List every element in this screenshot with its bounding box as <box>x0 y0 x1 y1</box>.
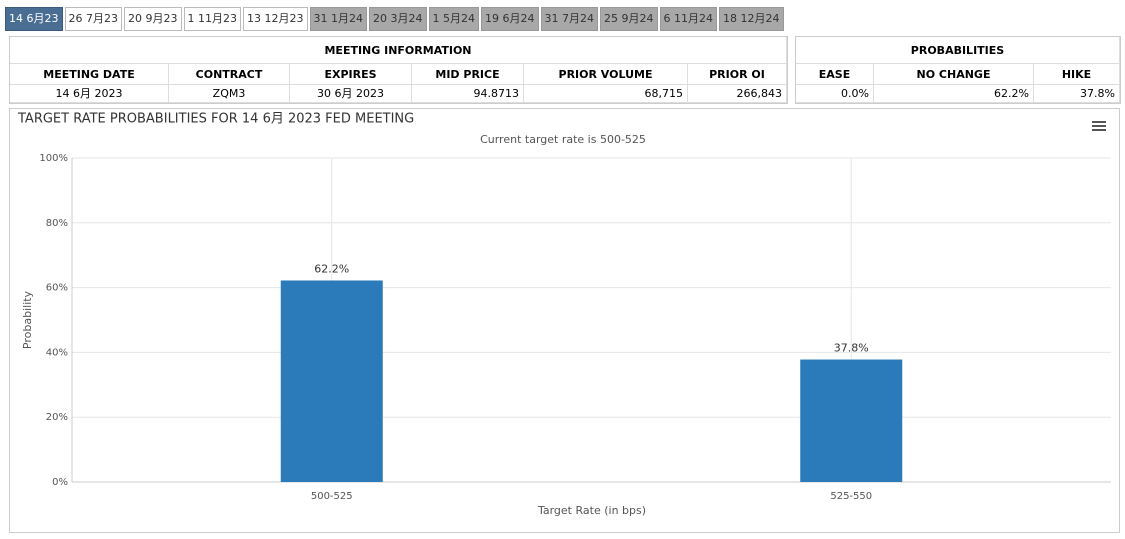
tab: 31 1月24 <box>309 7 367 31</box>
meeting-info-table: MEETING INFORMATION MEETING DATE 14 6月 202… <box>9 36 788 104</box>
bar <box>800 359 903 482</box>
y-tick-label: 60% <box>46 283 68 294</box>
tab[interactable]: 20 9月23 <box>124 7 182 31</box>
tab: 20 3月24 <box>369 7 427 31</box>
tab-bar: 14 6月23 26 7月23 20 9月23 1 11月23 13 12月23 31 1… <box>5 7 784 31</box>
y-tick-label: 40% <box>46 347 68 358</box>
menu-icon[interactable] <box>1092 121 1106 131</box>
table-cell: ZQM3 <box>169 85 290 103</box>
column-header: EXPIRES <box>290 64 412 85</box>
tab[interactable]: 14 6月23 <box>5 7 63 31</box>
table-cell: 37.8% <box>1034 85 1120 103</box>
table-cell: 266,843 <box>688 85 787 103</box>
table-cell: 14 6月 2023 <box>10 85 169 103</box>
table-cell: 62.2% <box>874 85 1034 103</box>
column-header: NO CHANGE <box>874 64 1034 85</box>
y-tick-label: 20% <box>46 412 68 423</box>
table-title: PROBABILITIES <box>796 37 1120 64</box>
tab[interactable]: 13 12月23 <box>243 7 308 31</box>
data-label: 37.8% <box>834 342 869 355</box>
y-tick-label: 80% <box>46 218 68 229</box>
chart-subtitle: Current target rate is 500-525 <box>480 133 646 146</box>
x-tick-label: 500-525 <box>311 491 353 502</box>
tab: 19 6月24 <box>481 7 539 31</box>
y-axis-label: Probability <box>21 290 34 349</box>
column-header: EASE <box>796 64 874 85</box>
table-cell: 30 6月 2023 <box>290 85 412 103</box>
column-header: MID PRICE <box>412 64 524 85</box>
tab[interactable]: 26 7月23 <box>64 7 122 31</box>
tab: 25 9月24 <box>600 7 658 31</box>
table-cell: 0.0% <box>796 85 874 103</box>
tab: 31 7月24 <box>540 7 598 31</box>
column-header: CONTRACT <box>169 64 290 85</box>
chart-title: TARGET RATE PROBABILITIES FOR 14 6月 2023… <box>17 112 414 127</box>
x-tick-label: 525-550 <box>830 491 872 502</box>
tab: 18 12月24 <box>719 7 784 31</box>
probabilities-table: PROBABILITIES EASE 0.0% NO CHANGE 62.2% HIKE 3… <box>795 36 1121 104</box>
table-cell: 94.8713 <box>412 85 524 103</box>
tab: 1 5月24 <box>428 7 479 31</box>
column-header: PRIOR OI <box>688 64 787 85</box>
tab[interactable]: 1 11月23 <box>183 7 241 31</box>
table-cell: 68,715 <box>524 85 688 103</box>
x-axis-label: Target Rate (in bps) <box>537 504 646 517</box>
column-header: HIKE <box>1034 64 1120 85</box>
table-title: MEETING INFORMATION <box>10 37 787 64</box>
chart-panel <box>9 108 1120 533</box>
data-label: 62.2% <box>314 262 349 275</box>
y-tick-label: 0% <box>52 477 68 488</box>
y-tick-label: 100% <box>39 153 68 164</box>
bar <box>280 280 383 482</box>
column-header: MEETING DATE <box>10 64 169 85</box>
column-header: PRIOR VOLUME <box>524 64 688 85</box>
tab: 6 11月24 <box>659 7 717 31</box>
